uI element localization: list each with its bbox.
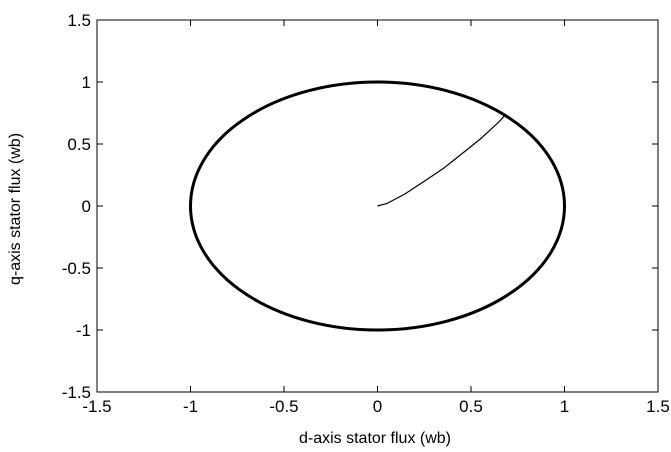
y-tick-label: 1 (82, 73, 91, 92)
x-tick-label: 1.5 (646, 397, 670, 416)
y-tick-label: 0.5 (67, 135, 91, 154)
y-tick-label: 0 (82, 197, 91, 216)
x-tick-label: -1.5 (82, 397, 111, 416)
x-tick-label: -0.5 (269, 397, 298, 416)
y-tick-label: -1 (76, 321, 91, 340)
x-axis-label: d-axis stator flux (wb) (299, 430, 451, 447)
data-layer (189, 80, 566, 332)
x-tick-label: 0.5 (459, 397, 483, 416)
y-axis-label: q-axis stator flux (wb) (7, 133, 24, 285)
x-tick-label: -1 (183, 397, 198, 416)
ticks-layer: -1.5 -1 -0.5 0 0.5 1 1.5 -1.5 -1 -0.5 0 0.5 1 1.5 (62, 11, 670, 416)
y-tick-label: 1.5 (67, 11, 91, 30)
y-tick-label: -1.5 (62, 383, 91, 402)
flux-trajectory-series (377, 115, 506, 207)
flux-circle-series (189, 80, 566, 332)
y-tick-label: -0.5 (62, 259, 91, 278)
x-tick-label: 0 (373, 397, 382, 416)
x-tick-label: 1 (560, 397, 569, 416)
